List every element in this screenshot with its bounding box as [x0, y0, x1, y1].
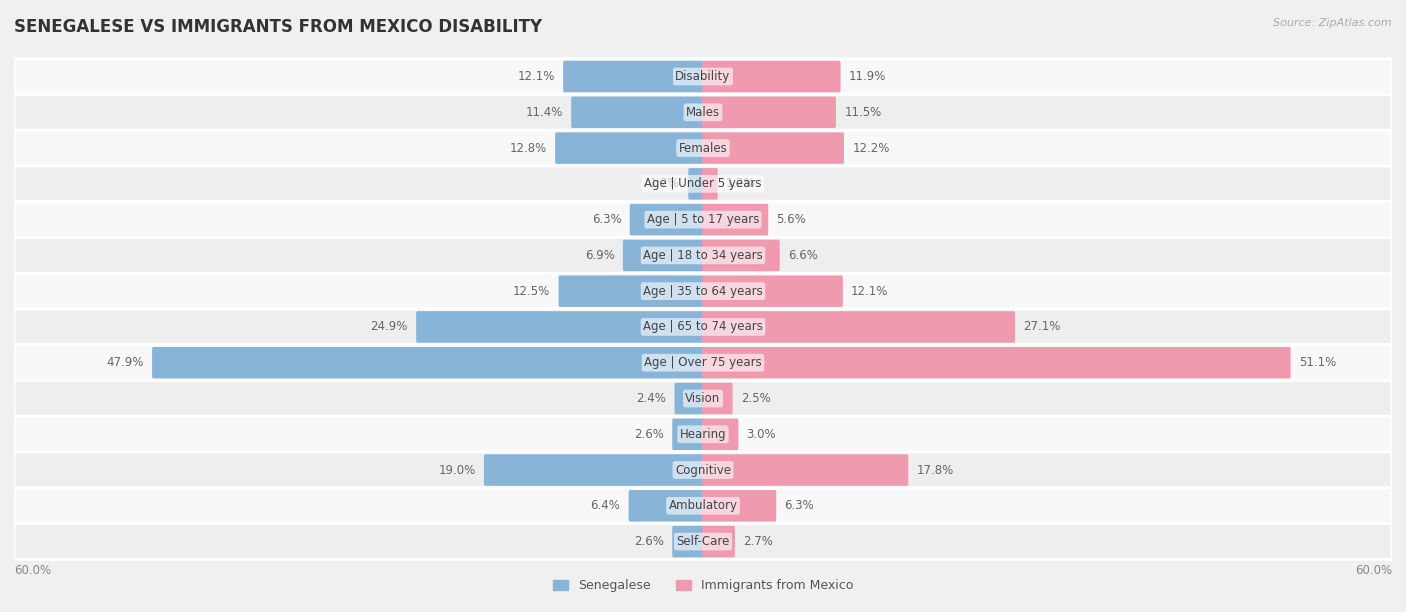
Text: 12.5%: 12.5%	[513, 285, 550, 297]
FancyBboxPatch shape	[702, 168, 717, 200]
Text: 3.0%: 3.0%	[747, 428, 776, 441]
Text: 11.9%: 11.9%	[849, 70, 886, 83]
FancyBboxPatch shape	[702, 204, 768, 236]
Text: Age | 35 to 64 years: Age | 35 to 64 years	[643, 285, 763, 297]
FancyBboxPatch shape	[702, 312, 1015, 343]
Text: 12.1%: 12.1%	[851, 285, 889, 297]
Text: 2.7%: 2.7%	[744, 535, 773, 548]
Text: 6.3%: 6.3%	[592, 213, 621, 226]
Text: 47.9%: 47.9%	[107, 356, 143, 369]
FancyBboxPatch shape	[702, 132, 844, 164]
Text: 12.1%: 12.1%	[517, 70, 555, 83]
FancyBboxPatch shape	[14, 166, 1392, 202]
Text: 6.4%: 6.4%	[591, 499, 620, 512]
Text: Age | Under 5 years: Age | Under 5 years	[644, 177, 762, 190]
FancyBboxPatch shape	[702, 454, 908, 486]
Text: Hearing: Hearing	[679, 428, 727, 441]
Text: 2.5%: 2.5%	[741, 392, 770, 405]
Text: 17.8%: 17.8%	[917, 463, 953, 477]
FancyBboxPatch shape	[14, 524, 1392, 559]
FancyBboxPatch shape	[14, 309, 1392, 345]
FancyBboxPatch shape	[630, 204, 704, 236]
Text: 11.4%: 11.4%	[526, 106, 562, 119]
FancyBboxPatch shape	[14, 237, 1392, 274]
Text: 24.9%: 24.9%	[371, 321, 408, 334]
Text: Males: Males	[686, 106, 720, 119]
FancyBboxPatch shape	[14, 59, 1392, 94]
FancyBboxPatch shape	[702, 419, 738, 450]
Text: Self-Care: Self-Care	[676, 535, 730, 548]
Text: Source: ZipAtlas.com: Source: ZipAtlas.com	[1274, 18, 1392, 28]
Legend: Senegalese, Immigrants from Mexico: Senegalese, Immigrants from Mexico	[548, 575, 858, 597]
FancyBboxPatch shape	[14, 274, 1392, 309]
Text: 51.1%: 51.1%	[1299, 356, 1336, 369]
Text: 1.2%: 1.2%	[650, 177, 681, 190]
FancyBboxPatch shape	[14, 130, 1392, 166]
FancyBboxPatch shape	[628, 490, 704, 521]
Text: 27.1%: 27.1%	[1024, 321, 1060, 334]
Text: Ambulatory: Ambulatory	[668, 499, 738, 512]
FancyBboxPatch shape	[14, 345, 1392, 381]
Text: 2.6%: 2.6%	[634, 428, 664, 441]
Text: 2.4%: 2.4%	[637, 392, 666, 405]
FancyBboxPatch shape	[672, 526, 704, 558]
FancyBboxPatch shape	[416, 312, 704, 343]
Text: SENEGALESE VS IMMIGRANTS FROM MEXICO DISABILITY: SENEGALESE VS IMMIGRANTS FROM MEXICO DIS…	[14, 18, 543, 36]
FancyBboxPatch shape	[675, 382, 704, 414]
Text: Age | Over 75 years: Age | Over 75 years	[644, 356, 762, 369]
FancyBboxPatch shape	[14, 94, 1392, 130]
Text: 11.5%: 11.5%	[844, 106, 882, 119]
FancyBboxPatch shape	[702, 526, 735, 558]
FancyBboxPatch shape	[14, 416, 1392, 452]
FancyBboxPatch shape	[14, 452, 1392, 488]
FancyBboxPatch shape	[702, 382, 733, 414]
FancyBboxPatch shape	[702, 347, 1291, 378]
FancyBboxPatch shape	[14, 381, 1392, 416]
Text: 12.2%: 12.2%	[852, 141, 890, 155]
FancyBboxPatch shape	[702, 61, 841, 92]
FancyBboxPatch shape	[152, 347, 704, 378]
Text: 60.0%: 60.0%	[1355, 564, 1392, 577]
FancyBboxPatch shape	[702, 490, 776, 521]
FancyBboxPatch shape	[558, 275, 704, 307]
FancyBboxPatch shape	[484, 454, 704, 486]
FancyBboxPatch shape	[14, 202, 1392, 237]
Text: Age | 65 to 74 years: Age | 65 to 74 years	[643, 321, 763, 334]
Text: 5.6%: 5.6%	[776, 213, 806, 226]
FancyBboxPatch shape	[571, 97, 704, 128]
Text: 60.0%: 60.0%	[14, 564, 51, 577]
Text: Disability: Disability	[675, 70, 731, 83]
FancyBboxPatch shape	[689, 168, 704, 200]
FancyBboxPatch shape	[702, 240, 780, 271]
FancyBboxPatch shape	[555, 132, 704, 164]
Text: Cognitive: Cognitive	[675, 463, 731, 477]
Text: 1.2%: 1.2%	[725, 177, 756, 190]
Text: 6.9%: 6.9%	[585, 249, 614, 262]
Text: Vision: Vision	[685, 392, 721, 405]
Text: Age | 18 to 34 years: Age | 18 to 34 years	[643, 249, 763, 262]
Text: 6.3%: 6.3%	[785, 499, 814, 512]
Text: 2.6%: 2.6%	[634, 535, 664, 548]
Text: 12.8%: 12.8%	[509, 141, 547, 155]
FancyBboxPatch shape	[702, 275, 842, 307]
FancyBboxPatch shape	[564, 61, 704, 92]
FancyBboxPatch shape	[14, 488, 1392, 524]
Text: 6.6%: 6.6%	[787, 249, 818, 262]
Text: 19.0%: 19.0%	[439, 463, 475, 477]
FancyBboxPatch shape	[702, 97, 837, 128]
FancyBboxPatch shape	[672, 419, 704, 450]
Text: Females: Females	[679, 141, 727, 155]
Text: Age | 5 to 17 years: Age | 5 to 17 years	[647, 213, 759, 226]
FancyBboxPatch shape	[623, 240, 704, 271]
